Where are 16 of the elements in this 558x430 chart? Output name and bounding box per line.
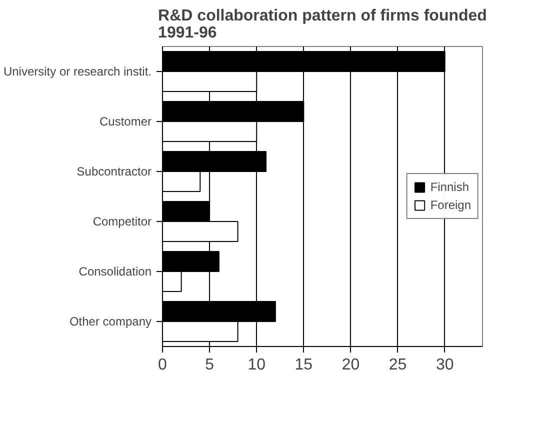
x-tick-label: 30 bbox=[436, 356, 454, 374]
y-tick-label: University or research instit. bbox=[3, 64, 152, 78]
y-tick-label: Customer bbox=[99, 114, 152, 128]
y-tick-label: Consolidation bbox=[78, 264, 152, 278]
y-tick-label: Competitor bbox=[92, 214, 152, 228]
chart-title: R&D collaboration pattern of firms founded 1991-96 bbox=[158, 8, 487, 42]
x-tick-label: 0 bbox=[158, 356, 168, 374]
x-tick-label: 5 bbox=[205, 356, 214, 374]
legend-label: Foreign bbox=[430, 198, 471, 212]
x-tick-label: 10 bbox=[248, 356, 266, 374]
x-tick-label: 15 bbox=[294, 356, 313, 374]
y-tick-label: Other company bbox=[69, 314, 152, 328]
y-tick-label: Subcontractor bbox=[76, 164, 152, 178]
x-tick-label: 20 bbox=[342, 356, 360, 374]
legend-label: Finnish bbox=[430, 180, 469, 194]
x-tick-label: 25 bbox=[388, 356, 407, 374]
